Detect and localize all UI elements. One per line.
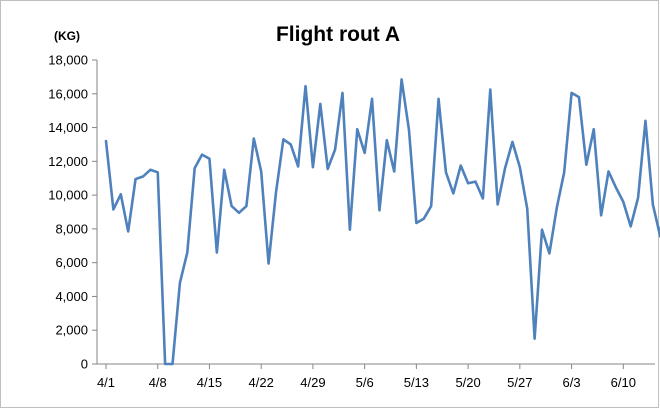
- chart-title: Flight rout A: [276, 23, 400, 46]
- x-tick-label: 6/10: [611, 375, 636, 390]
- y-tick-label: 12,000: [48, 154, 88, 169]
- x-tick-label: 4/15: [197, 375, 222, 390]
- y-tick-label: 14,000: [48, 120, 88, 135]
- series-line: [104, 78, 660, 366]
- y-tick-label: 18,000: [48, 53, 88, 68]
- y-tick-label: 0: [81, 357, 88, 372]
- y-tick-label: 2,000: [55, 323, 88, 338]
- y-tick-label: 16,000: [48, 86, 88, 101]
- y-tick-label: 4,000: [55, 289, 88, 304]
- x-tick-label: 5/27: [507, 375, 532, 390]
- x-tick-label: 5/20: [455, 375, 480, 390]
- x-tick-label: 6/3: [563, 375, 581, 390]
- x-tick-label: 5/13: [404, 375, 429, 390]
- y-axis-unit: (KG): [54, 29, 80, 43]
- x-tick-label: 5/6: [356, 375, 374, 390]
- x-tick-label: 4/8: [149, 375, 167, 390]
- y-tick-label: 10,000: [48, 188, 88, 203]
- x-tick-label: 4/29: [300, 375, 325, 390]
- x-axis: 4/1 4/8 4/15 4/22 4/29 5/6 5/13 5/20 5/27 6/3 6/10…: [97, 364, 636, 390]
- y-tick-label: 6,000: [55, 255, 88, 270]
- y-tick-label: 8,000: [55, 221, 88, 236]
- x-tick-label: 4/1: [97, 375, 115, 390]
- y-axis: 0 2,000 4,000 6,000 8,000 10,000 12,000 14,000 1…: [48, 53, 97, 372]
- x-tick-label: 4/22: [249, 375, 274, 390]
